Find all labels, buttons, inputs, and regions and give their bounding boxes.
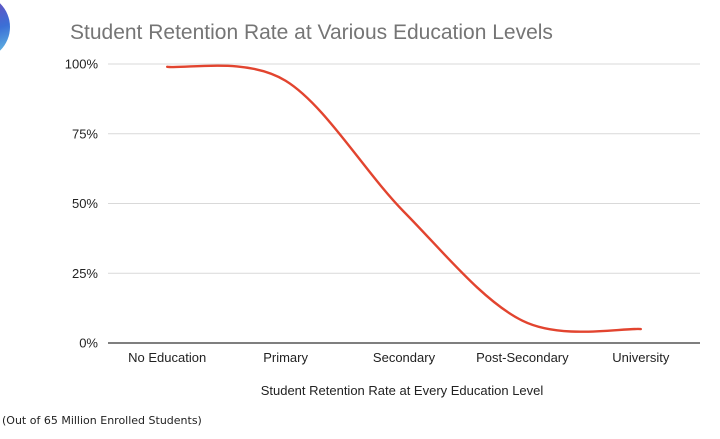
x-tick-label: Primary	[263, 350, 308, 365]
x-tick-label: Post-Secondary	[476, 350, 569, 365]
y-tick-label: 100%	[65, 57, 99, 72]
x-axis-label: Student Retention Rate at Every Educatio…	[261, 383, 544, 398]
x-axis-ticks: No Education Primary Secondary Post-Seconda…	[128, 350, 670, 365]
grid	[108, 63, 700, 344]
x-tick-label: No Education	[128, 350, 206, 365]
y-tick-label: 0%	[79, 336, 98, 351]
y-tick-label: 25%	[72, 266, 98, 281]
y-tick-label: 50%	[72, 196, 98, 211]
series-line	[166, 64, 642, 333]
footnote: (Out of 65 Million Enrolled Students)	[2, 414, 202, 427]
series-layer	[166, 64, 642, 333]
x-tick-label: University	[612, 350, 670, 365]
logo-icon	[0, 0, 10, 60]
y-tick-label: 75%	[72, 126, 98, 141]
chart-title: Student Retention Rate at Various Educat…	[70, 21, 553, 44]
y-axis-ticks: 0% 25% 50% 75% 100%	[65, 57, 99, 351]
x-tick-label: Secondary	[373, 350, 436, 365]
